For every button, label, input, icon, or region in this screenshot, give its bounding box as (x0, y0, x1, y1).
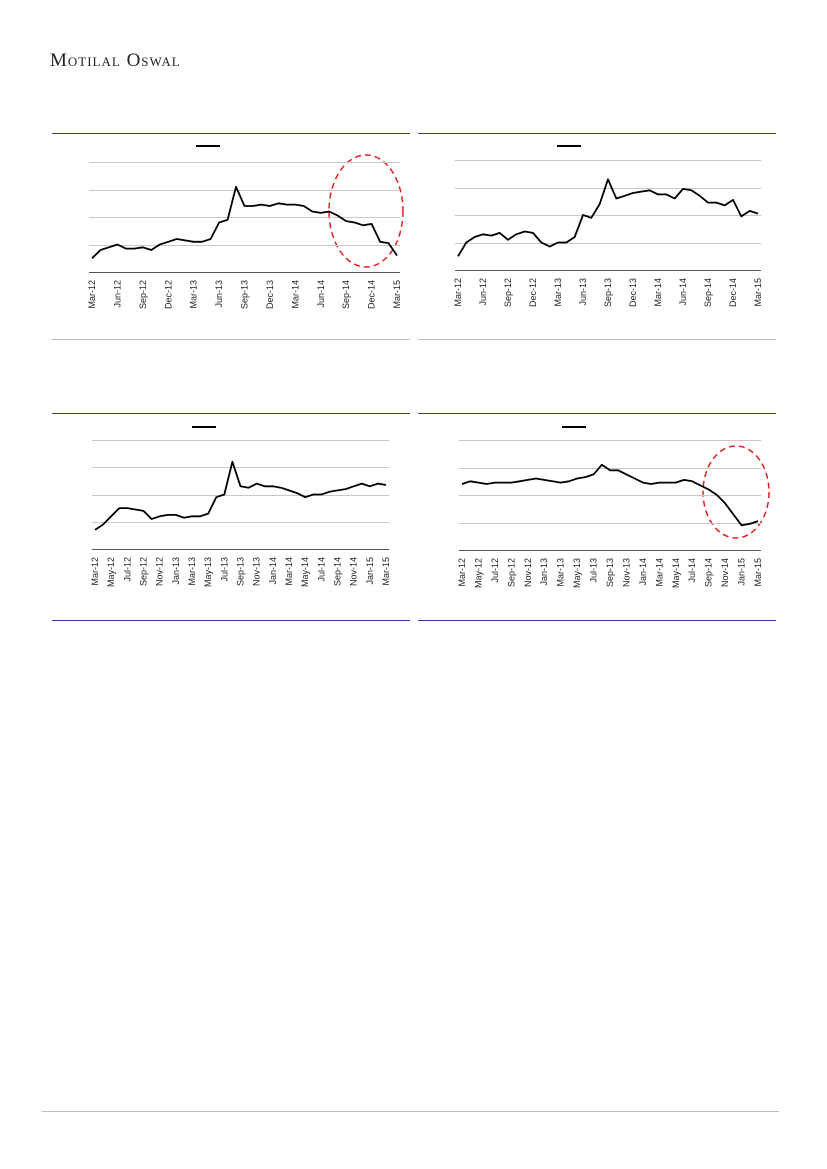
x-tick-label: May-12 (473, 558, 483, 588)
x-tick-label: Mar-13 (189, 280, 199, 309)
x-tick-label: Dec-12 (163, 280, 173, 309)
x-tick-label: Dec-14 (367, 280, 377, 309)
x-tick-label: Mar-14 (654, 558, 664, 587)
x-tick-label: Dec-13 (265, 280, 275, 309)
x-tick-label: Jun-12 (478, 278, 488, 306)
x-tick-label: Jun-13 (578, 278, 588, 306)
x-tick-label: Jul-12 (490, 558, 500, 583)
x-tick-label: Dec-12 (528, 278, 538, 307)
x-tick-label: Mar-12 (87, 280, 97, 309)
x-tick-label: Mar-14 (284, 557, 294, 586)
x-tick-label: Mar-12 (453, 278, 463, 307)
x-tick-label: May-13 (572, 558, 582, 588)
x-tick-label: Mar-15 (381, 557, 391, 586)
x-tick-label: Jan-15 (365, 557, 375, 585)
x-tick-label: Jun-12 (112, 280, 122, 308)
highlight-ellipse (328, 154, 404, 268)
x-tick-label: Jan-15 (737, 558, 747, 586)
x-tick-label: Jul-13 (219, 557, 229, 582)
x-tick-label: Sep-13 (236, 557, 246, 586)
x-tick-label: Mar-13 (556, 558, 566, 587)
x-tick-label: Sep-14 (704, 558, 714, 587)
x-tick-label: Sep-13 (605, 558, 615, 587)
chart: Mar-12 Jun-12 Sep-12 Dec-12 Mar-13 Jun-13 Sep-… (87, 145, 402, 309)
brand: Motilal Oswal (50, 50, 181, 71)
x-tick-label: Sep-14 (341, 280, 351, 309)
x-tick-label: Mar-15 (753, 278, 763, 307)
x-tick-label: Jun-14 (316, 280, 326, 308)
price-line (94, 460, 387, 531)
x-tick-label: Nov-14 (349, 557, 359, 586)
x-tick-label: May-13 (203, 557, 213, 587)
x-tick-label: May-12 (106, 557, 116, 587)
x-tick-label: Jul-13 (589, 558, 599, 583)
x-tick-label: Nov-13 (252, 557, 262, 586)
price-line (91, 185, 398, 259)
x-tick-label: Mar-13 (187, 557, 197, 586)
x-tick-label: Sep-13 (603, 278, 613, 307)
chart: Mar-12 Jun-12 Sep-12 Dec-12 Mar-13 Jun-13 Sep-… (453, 145, 763, 307)
price-line (461, 463, 759, 527)
highlight-ellipse (702, 445, 770, 539)
x-tick-label: Jun-14 (678, 278, 688, 306)
x-tick-label: Mar-14 (653, 278, 663, 307)
x-tick-label: Jan-14 (638, 558, 648, 586)
x-tick-label: Mar-14 (290, 280, 300, 309)
x-tick-label: Sep-12 (138, 280, 148, 309)
x-tick-label: Jan-14 (268, 557, 278, 585)
chart: Mar-12 May-12 Jul-12 Sep-12 Nov-12 Jan-13 Mar-… (457, 426, 763, 588)
x-tick-label: Sep-13 (240, 280, 250, 309)
chart: Mar-12 May-12 Jul-12 Sep-12 Nov-12 Jan-13 Mar-… (90, 426, 391, 587)
panel-frames (42, 133, 779, 1112)
x-tick-label: Nov-14 (720, 558, 730, 587)
x-tick-label: Mar-12 (90, 557, 100, 586)
x-tick-label: Sep-14 (703, 278, 713, 307)
x-tick-label: Jul-12 (122, 557, 132, 582)
x-tick-label: Sep-12 (139, 557, 149, 586)
x-tick-label: Dec-13 (628, 278, 638, 307)
x-tick-label: May-14 (671, 558, 681, 588)
x-tick-label: Nov-12 (523, 558, 533, 587)
x-tick-label: Sep-12 (503, 278, 513, 307)
x-tick-label: Jan-13 (171, 557, 181, 585)
x-tick-label: Mar-15 (392, 280, 402, 309)
x-tick-label: Mar-13 (553, 278, 563, 307)
x-tick-label: Nov-13 (621, 558, 631, 587)
price-line (457, 178, 759, 257)
x-tick-label: Jul-14 (316, 557, 326, 582)
x-tick-label: Mar-15 (753, 558, 763, 587)
x-tick-label: Mar-12 (457, 558, 467, 587)
x-tick-label: May-14 (300, 557, 310, 587)
x-tick-label: Sep-12 (506, 558, 516, 587)
x-tick-label: Nov-12 (155, 557, 165, 586)
x-tick-label: Dec-14 (728, 278, 738, 307)
x-tick-label: Jul-14 (687, 558, 697, 583)
charts: Mar-12 Jun-12 Sep-12 Dec-12 Mar-13 Jun-13 Sep-… (87, 145, 763, 588)
x-tick-label: Jan-13 (539, 558, 549, 586)
x-tick-label: Sep-14 (333, 557, 343, 586)
x-tick-label: Jun-13 (214, 280, 224, 308)
